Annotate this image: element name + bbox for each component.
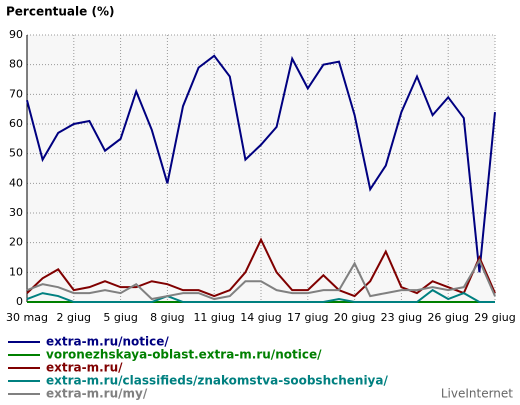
y-tick-label: 30 xyxy=(9,206,23,219)
y-tick-label: 90 xyxy=(9,28,23,41)
x-tick-label: 14 giug xyxy=(240,311,282,324)
x-tick-label: 11 giug xyxy=(193,311,235,324)
legend-label: extra-m.ru/notice/ xyxy=(46,335,169,349)
series-line xyxy=(26,237,496,298)
chart-title: Percentuale (%) xyxy=(6,5,114,19)
y-tick-label: 70 xyxy=(9,87,23,100)
y-tick-label: 80 xyxy=(9,58,23,71)
series-line xyxy=(26,54,496,273)
legend-label: extra-m.ru/classifieds/znakomstva-soobsh… xyxy=(46,374,388,388)
x-tick-label: 23 giug xyxy=(381,311,423,324)
x-tick-label: 17 giug xyxy=(287,311,329,324)
y-tick-label: 40 xyxy=(9,176,23,189)
legend-label: extra-m.ru/my/ xyxy=(46,387,148,401)
y-tick-label: 10 xyxy=(9,265,23,278)
x-tick-label: 20 giug xyxy=(334,311,376,324)
series-line xyxy=(26,258,496,301)
x-tick-label: 2 giug xyxy=(57,311,92,324)
legend-label: voronezhskaya-oblast.extra-m.ru/notice/ xyxy=(46,348,322,362)
y-tick-label: 0 xyxy=(16,295,23,308)
x-tick-label: 26 giug xyxy=(427,311,469,324)
legend-label: extra-m.ru/ xyxy=(46,361,123,375)
y-tick-label: 50 xyxy=(9,147,23,160)
x-tick-label: 8 giug xyxy=(150,311,185,324)
x-tick-label: 30 mag xyxy=(6,311,48,324)
y-tick-label: 20 xyxy=(9,236,23,249)
plot-area xyxy=(27,35,495,302)
brand: LiveInternet xyxy=(441,387,513,401)
y-tick-label: 60 xyxy=(9,117,23,130)
x-tick-label: 5 giug xyxy=(103,311,138,324)
x-tick-label: 29 giug xyxy=(474,311,516,324)
series-line xyxy=(26,288,495,303)
